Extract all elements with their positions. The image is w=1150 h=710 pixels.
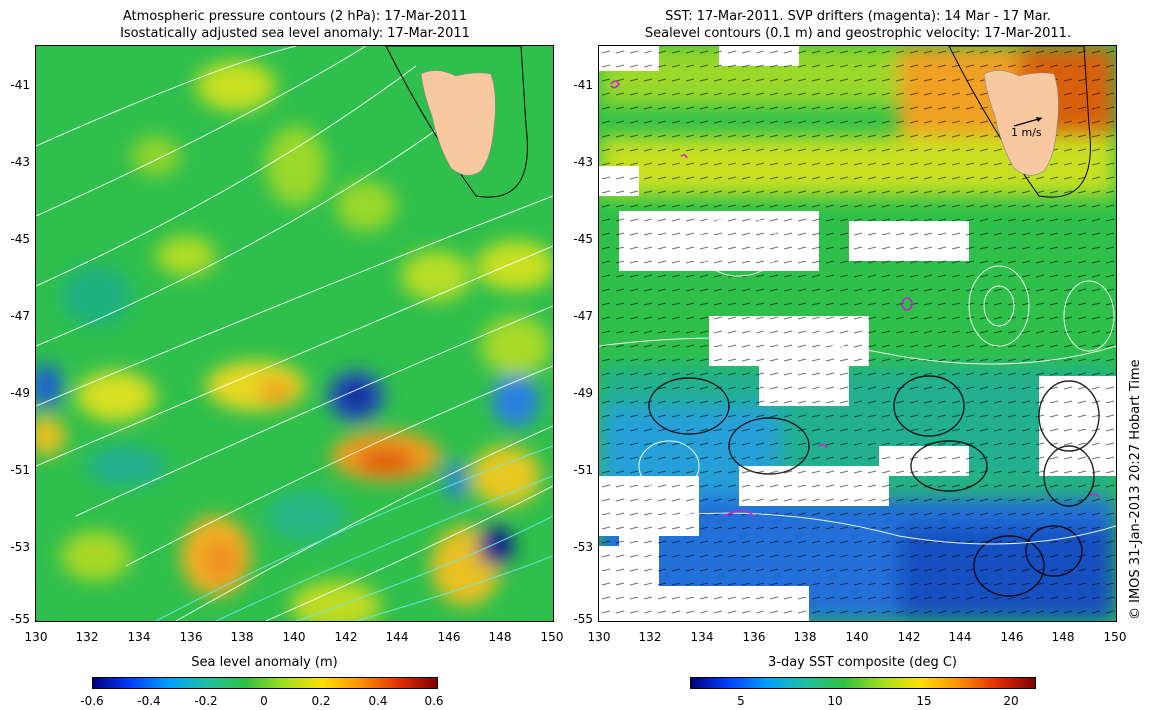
drifter-tracks bbox=[610, 80, 1100, 517]
tasmania-landmass bbox=[420, 70, 496, 176]
right-title-line2: Sealevel contours (0.1 m) and geostrophi… bbox=[644, 26, 1072, 41]
lon-tick: 140 bbox=[282, 630, 306, 644]
colorbar-label: -0.4 bbox=[137, 694, 161, 708]
lon-tick: 136 bbox=[179, 630, 203, 644]
colorbar-label: 20 bbox=[1003, 694, 1019, 708]
lon-tick: 138 bbox=[793, 630, 817, 644]
lat-tick: -51 bbox=[573, 463, 593, 477]
lon-tick: 134 bbox=[127, 630, 151, 644]
lat-tick: -47 bbox=[10, 309, 30, 323]
colorbar-label: 0 bbox=[260, 694, 268, 708]
lat-tick: -53 bbox=[573, 540, 593, 554]
right-sst-map[interactable]: 1 m/s bbox=[598, 45, 1117, 622]
left-title-line1: Atmospheric pressure contours (2 hPa): 1… bbox=[122, 9, 468, 24]
lat-tick: -51 bbox=[10, 463, 30, 477]
lon-tick: 148 bbox=[488, 630, 512, 644]
right-colorbar-title: 3-day SST composite (deg C) bbox=[767, 655, 958, 670]
lon-tick: 136 bbox=[742, 630, 766, 644]
colorbar-label: 0.2 bbox=[311, 694, 331, 708]
colorbar-label: 0.6 bbox=[424, 694, 444, 708]
lat-tick: -55 bbox=[573, 612, 593, 626]
lon-tick: 144 bbox=[385, 630, 409, 644]
left-map-canvas bbox=[36, 46, 553, 621]
colorbar-label: 15 bbox=[916, 694, 932, 708]
lon-tick: 146 bbox=[1000, 630, 1024, 644]
lat-tick: -43 bbox=[573, 155, 593, 169]
lon-tick: 140 bbox=[845, 630, 869, 644]
colorbar-label: -0.6 bbox=[80, 694, 104, 708]
lon-tick: 144 bbox=[948, 630, 972, 644]
lon-tick: 132 bbox=[638, 630, 662, 644]
colorbar-label: 5 bbox=[737, 694, 745, 708]
lon-tick: 138 bbox=[230, 630, 254, 644]
lat-tick: -49 bbox=[10, 386, 30, 400]
lat-tick: -45 bbox=[573, 232, 593, 246]
lon-tick: 134 bbox=[690, 630, 714, 644]
left-title-line2: Isostatically adjusted sea level anomaly… bbox=[120, 26, 470, 41]
left-colorbar-title: Sea level anomaly (m) bbox=[191, 655, 338, 670]
lon-tick: 142 bbox=[897, 630, 921, 644]
sea-level-colorbar bbox=[92, 677, 438, 689]
lat-tick: -45 bbox=[10, 232, 30, 246]
right-map-canvas bbox=[599, 46, 1116, 621]
lat-tick: -41 bbox=[10, 78, 30, 92]
sst-colorbar bbox=[690, 677, 1036, 689]
lon-tick: 150 bbox=[540, 630, 564, 644]
lon-tick: 142 bbox=[334, 630, 358, 644]
imos-credit: © IMOS 31-Jan-2013 20:27 Hobart Time bbox=[1128, 359, 1143, 620]
lat-tick: -47 bbox=[573, 309, 593, 323]
lon-tick: 130 bbox=[587, 630, 611, 644]
lon-tick: 150 bbox=[1103, 630, 1127, 644]
colorbar-label: -0.2 bbox=[194, 694, 218, 708]
velocity-scale-label: 1 m/s bbox=[1011, 126, 1042, 139]
lon-tick: 132 bbox=[75, 630, 99, 644]
lon-tick: 146 bbox=[437, 630, 461, 644]
left-map-title: Atmospheric pressure contours (2 hPa): 1… bbox=[35, 8, 555, 42]
tasmania-landmass bbox=[983, 70, 1059, 176]
lon-tick: 148 bbox=[1051, 630, 1075, 644]
lat-tick: -43 bbox=[10, 155, 30, 169]
lat-tick: -53 bbox=[10, 540, 30, 554]
lat-tick: -41 bbox=[573, 78, 593, 92]
lat-tick: -49 bbox=[573, 386, 593, 400]
lon-tick: 130 bbox=[24, 630, 48, 644]
colorbar-label: 0.4 bbox=[368, 694, 388, 708]
lat-tick: -55 bbox=[10, 612, 30, 626]
velocity-scale-arrow-icon bbox=[1013, 117, 1043, 127]
colorbar-label: 10 bbox=[827, 694, 843, 708]
right-title-line1: SST: 17-Mar-2011. SVP drifters (magenta)… bbox=[665, 9, 1051, 24]
right-map-title: SST: 17-Mar-2011. SVP drifters (magenta)… bbox=[598, 8, 1118, 42]
left-sea-level-map[interactable] bbox=[35, 45, 554, 622]
